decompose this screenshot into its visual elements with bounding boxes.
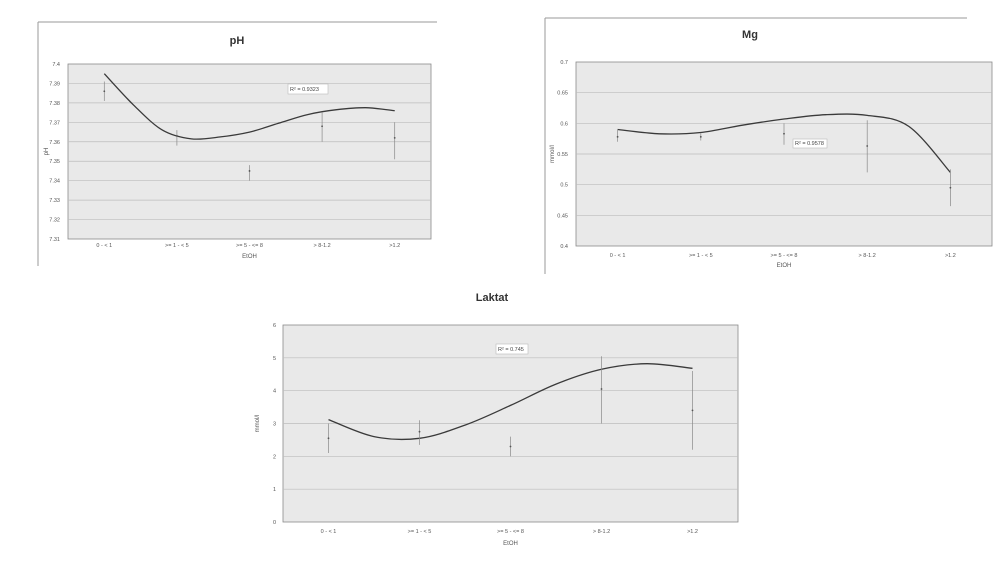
r-squared-box: [495, 343, 529, 355]
y-tick-label: 7.33: [49, 198, 60, 204]
y-tick-label: 7.34: [49, 179, 60, 185]
mg-chart-svg: Mg 0.4 0.45 0.5 0.55 0.6 0.65 0.7 0 - < 1 >= 1 - …: [544, 17, 993, 274]
x-tick-label: >= 1 - < 5: [408, 529, 432, 535]
data-point: [393, 136, 396, 139]
y-tick-label: 0.65: [557, 91, 568, 97]
data-point: [949, 186, 952, 189]
y-tick-label: 7.38: [49, 101, 60, 107]
x-tick-label: > 8-1.2: [313, 243, 330, 249]
x-tick-label: >1.2: [389, 243, 400, 249]
x-axis-label: EtOH: [242, 254, 257, 260]
chart-title: Laktat: [476, 292, 509, 304]
trendline: [103, 73, 395, 140]
data-point: [616, 135, 619, 138]
x-tick-label: >= 5 - <= 8: [771, 253, 798, 259]
data-point: [699, 135, 702, 138]
x-tick-label: >1.2: [945, 253, 956, 259]
laktat-chart: Laktat 0 1 2 3 4 5 6 0 - < 1 >= 1 - < 5 >= 5 - <= …: [245, 285, 755, 563]
chart-title: Mg: [742, 29, 758, 41]
laktat-chart-svg: Laktat 0 1 2 3 4 5 6 0 - < 1 >= 1 - < 5 >= 5 - <= …: [255, 292, 739, 547]
y-tick-label: 0.55: [557, 152, 568, 158]
data-point: [691, 409, 694, 412]
data-point: [103, 90, 106, 93]
chart-title: pH: [230, 35, 245, 47]
x-tick-label: >= 1 - < 5: [165, 243, 189, 249]
y-tick-label: 0.5: [560, 183, 568, 189]
data-point: [321, 125, 323, 128]
y-tick-label: 1: [273, 487, 276, 493]
x-tick-label: > 8-1.2: [859, 253, 876, 259]
data-point: [418, 430, 421, 433]
x-axis-label: EtOH: [777, 263, 792, 269]
data-point: [783, 132, 785, 135]
y-tick-label: 4: [273, 389, 276, 395]
y-tick-label: 7.4: [52, 62, 60, 68]
y-tick-label: 7.37: [49, 120, 60, 126]
data-point: [176, 135, 178, 137]
ph-chart: pH 7.31 7.32 7.33 7.34 7.35 7.36 7.37 7.38 7.39 7.…: [0, 0, 440, 270]
x-axis-label: EtOH: [503, 541, 518, 547]
y-tick-label: 0: [273, 520, 276, 526]
y-axis-label: mmol/l: [255, 415, 261, 433]
y-tick-label: 0.45: [557, 213, 568, 219]
y-tick-label: 7.35: [49, 159, 60, 165]
x-tick-label: >1.2: [687, 529, 698, 535]
y-tick-label: 7.32: [49, 218, 60, 224]
data-point: [600, 388, 603, 390]
plot-area: [67, 63, 432, 240]
r-squared-label: R² = 0.9323: [290, 87, 319, 93]
ph-chart-svg: pH 7.31 7.32 7.33 7.34 7.35 7.36 7.37 7.38 7.39 7.…: [37, 21, 437, 266]
trendline: [617, 113, 951, 173]
x-tick-label: > 8-1.2: [593, 529, 610, 535]
mg-chart: Mg 0.4 0.45 0.5 0.55 0.6 0.65 0.7 0 - < 1 >= 1 - …: [540, 0, 1000, 280]
x-tick-label: >= 1 - < 5: [689, 253, 713, 259]
y-tick-label: 0.4: [560, 244, 568, 250]
y-tick-label: 6: [273, 323, 276, 329]
r-squared-label: R² = 0.745: [498, 347, 524, 353]
y-tick-label: 7.31: [49, 237, 60, 243]
data-point: [866, 145, 869, 147]
y-tick-label: 2: [273, 454, 276, 460]
y-tick-label: 3: [273, 422, 276, 428]
y-tick-label: 7.36: [49, 140, 60, 146]
x-tick-label: >= 5 - <= 8: [236, 243, 263, 249]
trendline: [328, 363, 693, 441]
y-axis-label: mmol/l: [550, 145, 556, 163]
r-squared-box: [792, 138, 828, 149]
y-tick-label: 0.6: [560, 121, 568, 127]
x-tick-label: 0 - < 1: [321, 529, 337, 535]
x-tick-label: 0 - < 1: [96, 243, 112, 249]
x-tick-label: >= 5 - <= 8: [497, 529, 524, 535]
y-tick-label: 7.39: [49, 81, 60, 87]
r-squared-box: [287, 83, 329, 95]
data-point: [327, 437, 330, 440]
r-squared-label: R² = 0.9578: [795, 141, 824, 147]
x-tick-label: 0 - < 1: [610, 253, 626, 259]
data-point: [509, 445, 512, 448]
y-axis-label: pH: [44, 148, 50, 156]
y-tick-label: 0.7: [560, 60, 568, 66]
y-tick-label: 5: [273, 356, 276, 362]
data-point: [248, 170, 251, 172]
